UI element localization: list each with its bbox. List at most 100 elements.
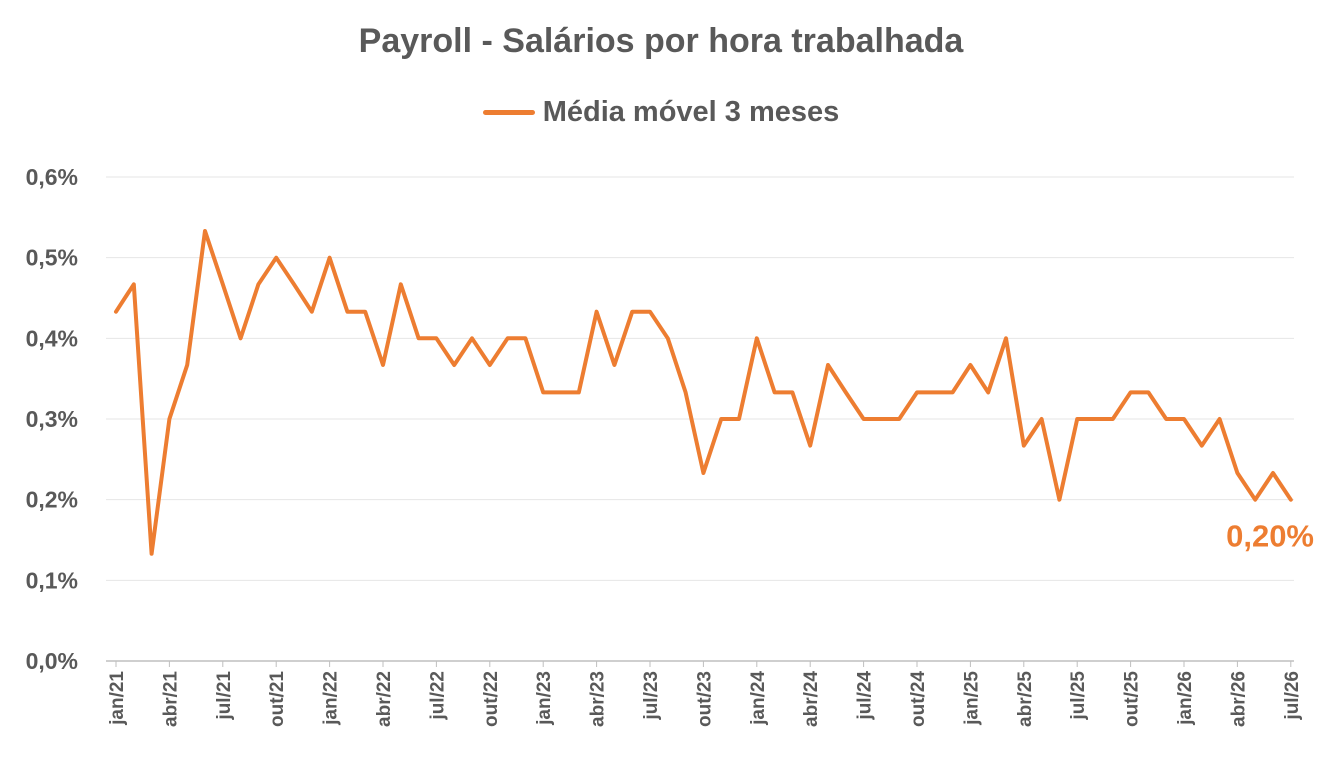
x-tick-label: out/23: [694, 671, 715, 727]
x-tick-label: abr/25: [1015, 671, 1036, 727]
data-point: [399, 282, 403, 286]
x-tick-label: abr/24: [801, 671, 822, 727]
y-tick-label: 0,1%: [26, 567, 78, 593]
data-point: [897, 417, 901, 421]
x-tick-label: jul/25: [1068, 671, 1089, 721]
data-point: [701, 471, 705, 475]
data-point: [1129, 390, 1133, 394]
data-point: [345, 310, 349, 314]
data-point: [1040, 417, 1044, 421]
legend-label: Média móvel 3 meses: [542, 96, 840, 128]
data-point: [239, 336, 243, 340]
data-point: [256, 282, 260, 286]
x-tick-label: jul/21: [214, 671, 235, 721]
x-tick-label: out/22: [481, 671, 502, 727]
data-point: [488, 363, 492, 367]
data-point: [1146, 390, 1150, 394]
data-point: [1289, 498, 1293, 502]
data-point: [737, 417, 741, 421]
y-tick-label: 0,4%: [26, 325, 78, 351]
data-point: [1022, 444, 1026, 448]
x-tick-label: abr/21: [160, 671, 181, 727]
data-point: [577, 390, 581, 394]
data-point: [595, 310, 599, 314]
data-point: [684, 390, 688, 394]
data-point: [666, 336, 670, 340]
x-tick-label: jan/26: [1175, 671, 1196, 726]
data-point: [434, 336, 438, 340]
data-point: [506, 336, 510, 340]
data-point: [167, 417, 171, 421]
data-point: [630, 310, 634, 314]
x-tick-label: jan/25: [961, 671, 982, 726]
data-point: [417, 336, 421, 340]
data-point: [1111, 417, 1115, 421]
data-point: [951, 390, 955, 394]
data-point: [648, 310, 652, 314]
data-point: [1182, 417, 1186, 421]
data-point: [968, 363, 972, 367]
data-point: [328, 256, 332, 260]
data-point: [1057, 498, 1061, 502]
x-tick-label: jan/22: [321, 671, 342, 726]
y-axis-ticks: 0,0% 0,1% 0,2% 0,3% 0,4% 0,5% 0,6%: [26, 164, 78, 674]
legend: Média móvel 3 meses: [0, 96, 1322, 129]
data-point: [452, 363, 456, 367]
gridlines: [106, 176, 1294, 581]
data-point: [773, 390, 777, 394]
data-point: [915, 390, 919, 394]
y-tick-label: 0,0%: [26, 648, 78, 674]
data-point: [132, 282, 136, 286]
x-tick-label: out/25: [1122, 671, 1143, 727]
data-point: [1075, 417, 1079, 421]
end-data-label: 0,20%: [1226, 519, 1314, 554]
y-tick-label: 0,6%: [26, 164, 78, 190]
data-point: [1200, 444, 1204, 448]
data-point: [808, 444, 812, 448]
data-point: [114, 310, 118, 314]
data-point: [1004, 336, 1008, 340]
data-point: [612, 363, 616, 367]
x-tick-label: out/24: [908, 671, 929, 727]
x-tick-label: out/21: [267, 671, 288, 727]
data-point: [719, 417, 723, 421]
series-line: [114, 229, 1293, 556]
x-tick-label: abr/26: [1228, 671, 1249, 727]
x-tick-label: abr/22: [374, 671, 395, 727]
data-point: [292, 282, 296, 286]
data-point: [470, 336, 474, 340]
y-tick-label: 0,2%: [26, 487, 78, 513]
x-tick-label: jan/21: [107, 671, 128, 726]
legend-swatch: [482, 110, 535, 115]
x-tick-label: jan/23: [534, 671, 555, 726]
x-tick-label: jul/23: [641, 671, 662, 721]
data-point: [1093, 417, 1097, 421]
data-point: [363, 310, 367, 314]
y-tick-label: 0,3%: [26, 406, 78, 432]
data-point: [381, 363, 385, 367]
data-point: [203, 229, 207, 233]
data-point: [862, 417, 866, 421]
x-tick-label: jul/24: [855, 671, 876, 721]
data-point: [826, 363, 830, 367]
data-point: [1164, 417, 1168, 421]
data-point: [523, 336, 527, 340]
data-point: [933, 390, 937, 394]
data-point: [844, 390, 848, 394]
data-point: [1253, 498, 1257, 502]
x-tick-label: jul/22: [427, 671, 448, 721]
data-point: [150, 552, 154, 556]
data-point: [185, 363, 189, 367]
chart-title: Payroll - Salários por hora trabalhada: [358, 22, 964, 60]
y-tick-label: 0,5%: [26, 245, 78, 271]
data-point: [541, 390, 545, 394]
data-point: [221, 282, 225, 286]
data-point: [790, 390, 794, 394]
data-point: [879, 417, 883, 421]
data-point: [274, 256, 278, 260]
x-tick-label: abr/23: [588, 671, 609, 727]
data-point: [1235, 471, 1239, 475]
data-point: [1271, 471, 1275, 475]
x-tick-label: jan/24: [748, 671, 769, 726]
